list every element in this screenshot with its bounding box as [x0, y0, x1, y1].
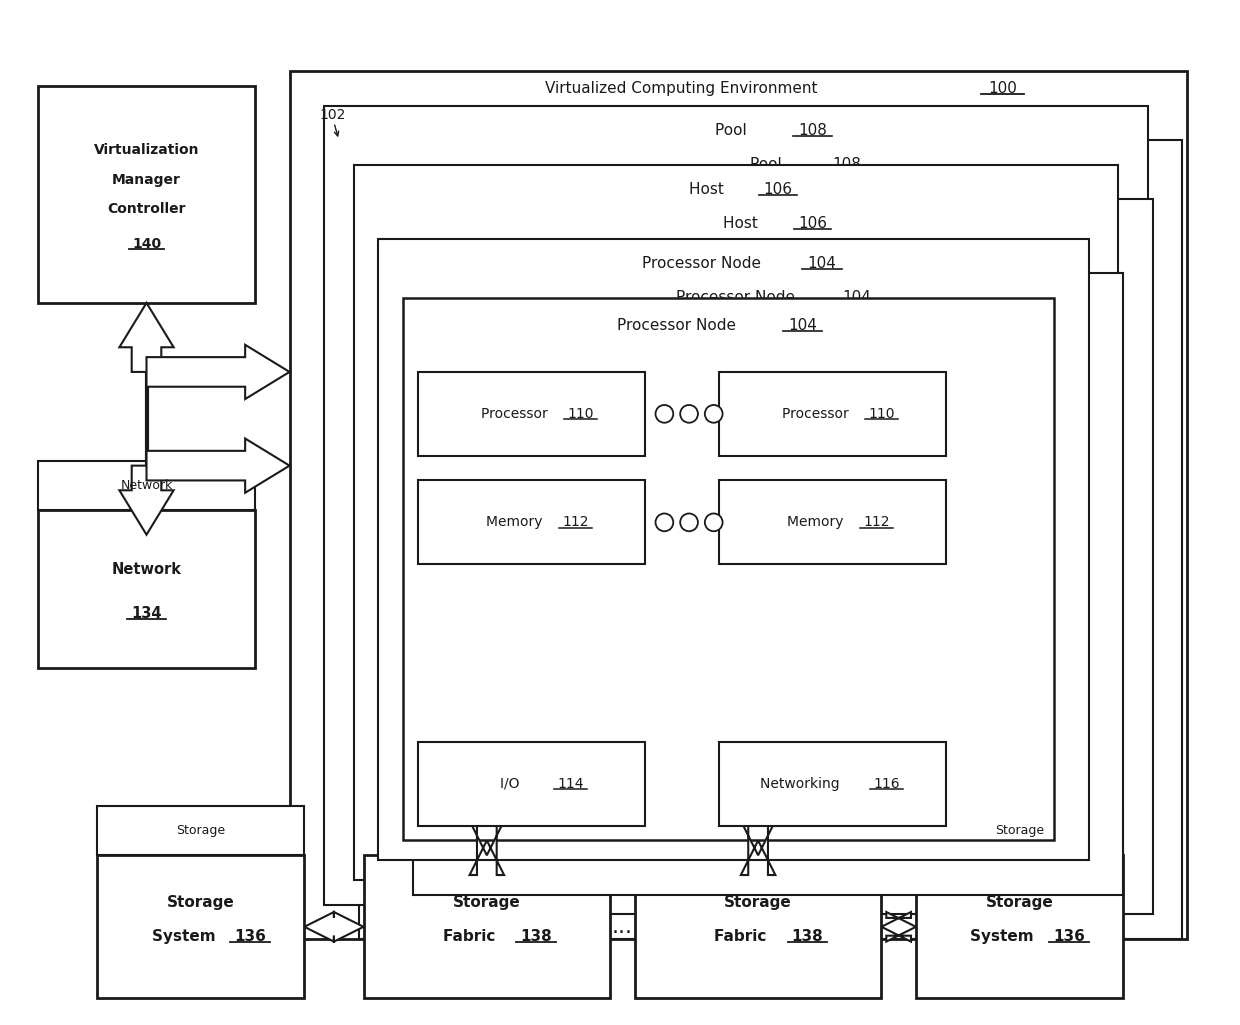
- Text: 112: 112: [563, 516, 589, 529]
- Text: Virtualization: Virtualization: [94, 142, 200, 157]
- Text: Memory: Memory: [787, 516, 848, 529]
- Polygon shape: [146, 439, 289, 493]
- Text: Processor: Processor: [481, 407, 552, 421]
- Circle shape: [704, 514, 723, 531]
- Bar: [418, 372, 645, 456]
- Text: Storage: Storage: [986, 895, 1054, 909]
- Bar: [38, 510, 255, 668]
- Bar: [363, 855, 610, 998]
- Bar: [413, 274, 1123, 895]
- Text: Processor Node: Processor Node: [618, 318, 742, 333]
- Bar: [353, 165, 1118, 879]
- Polygon shape: [882, 912, 916, 942]
- Polygon shape: [304, 912, 363, 942]
- Bar: [38, 86, 255, 302]
- Text: Host: Host: [723, 216, 763, 232]
- Bar: [635, 855, 882, 998]
- Bar: [289, 71, 1187, 939]
- Circle shape: [656, 405, 673, 422]
- Text: 110: 110: [567, 407, 594, 421]
- Text: Memory: Memory: [486, 516, 547, 529]
- Text: System: System: [151, 930, 221, 944]
- Text: 136: 136: [234, 930, 267, 944]
- Text: Manager: Manager: [112, 172, 181, 187]
- Bar: [418, 742, 645, 826]
- Text: Pool: Pool: [750, 157, 786, 172]
- Text: Networking: Networking: [760, 777, 844, 790]
- Bar: [97, 855, 304, 998]
- Bar: [719, 481, 946, 565]
- Bar: [418, 481, 645, 565]
- Circle shape: [704, 405, 723, 422]
- Text: 104: 104: [842, 290, 872, 305]
- Text: Storage: Storage: [453, 895, 521, 909]
- Text: 104: 104: [807, 256, 837, 271]
- Text: 110: 110: [868, 407, 894, 421]
- Text: 138: 138: [791, 930, 823, 944]
- Polygon shape: [740, 821, 775, 875]
- Text: 134: 134: [131, 606, 161, 621]
- Text: Storage: Storage: [167, 895, 234, 909]
- Polygon shape: [119, 302, 174, 372]
- Bar: [916, 855, 1123, 998]
- Text: 116: 116: [873, 777, 900, 790]
- Text: Virtualized Computing Environment: Virtualized Computing Environment: [544, 81, 822, 96]
- Text: 136: 136: [1053, 930, 1085, 944]
- Text: 108: 108: [797, 123, 827, 137]
- Text: 140: 140: [131, 237, 161, 251]
- Text: Controller: Controller: [107, 202, 186, 216]
- Text: 100: 100: [988, 81, 1017, 96]
- Text: 112: 112: [863, 516, 890, 529]
- Text: Fabric: Fabric: [443, 930, 501, 944]
- Bar: [388, 199, 1153, 914]
- Polygon shape: [119, 465, 174, 535]
- Text: Storage: Storage: [176, 824, 226, 837]
- Text: Network: Network: [112, 562, 181, 577]
- Circle shape: [681, 514, 698, 531]
- Bar: [324, 106, 1148, 905]
- Circle shape: [681, 405, 698, 422]
- Text: System: System: [970, 930, 1039, 944]
- Text: ...: ...: [613, 916, 632, 937]
- Text: Fabric: Fabric: [714, 930, 773, 944]
- Text: Storage: Storage: [994, 824, 1044, 837]
- Text: Processor Node: Processor Node: [642, 256, 766, 271]
- Bar: [916, 806, 1123, 855]
- Text: 106: 106: [797, 216, 827, 232]
- Text: Pool: Pool: [715, 123, 751, 137]
- Circle shape: [656, 514, 673, 531]
- Text: Processor: Processor: [781, 407, 853, 421]
- Text: I/O: I/O: [500, 777, 523, 790]
- Text: 106: 106: [764, 182, 792, 197]
- Text: 104: 104: [789, 318, 817, 333]
- Text: Host: Host: [689, 182, 729, 197]
- Text: Storage: Storage: [724, 895, 792, 909]
- Text: Processor Node: Processor Node: [677, 290, 800, 305]
- Text: 108: 108: [832, 157, 862, 172]
- Bar: [38, 460, 255, 510]
- Bar: [97, 806, 304, 855]
- Bar: [358, 140, 1182, 939]
- Text: 138: 138: [521, 930, 552, 944]
- Bar: [719, 372, 946, 456]
- Text: Network: Network: [120, 479, 172, 492]
- Bar: [378, 239, 1089, 860]
- Text: 102: 102: [319, 109, 346, 122]
- Text: 114: 114: [558, 777, 584, 790]
- Polygon shape: [470, 821, 505, 875]
- Bar: [403, 298, 1054, 840]
- Bar: [719, 742, 946, 826]
- Polygon shape: [146, 344, 289, 399]
